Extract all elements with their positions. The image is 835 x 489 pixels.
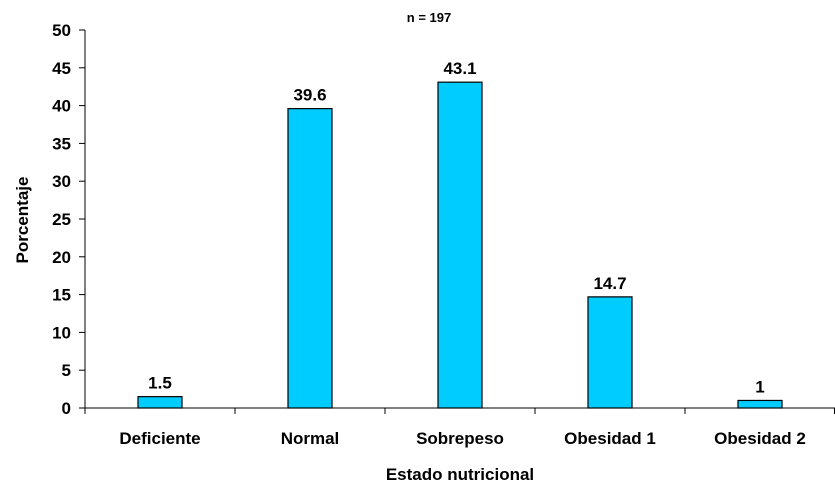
bar <box>137 396 183 409</box>
y-tick-label: 0 <box>62 399 71 418</box>
y-tick-label: 25 <box>52 210 71 229</box>
x-axis-title: Estado nutricional <box>386 465 534 484</box>
x-tick-label: Obesidad 1 <box>564 429 656 448</box>
y-axis-title: Porcentaje <box>13 177 32 264</box>
data-label: 1 <box>755 377 764 396</box>
data-label: 1.5 <box>148 374 172 393</box>
y-tick-label: 20 <box>52 248 71 267</box>
y-tick-label: 50 <box>52 21 71 40</box>
y-tick-label: 5 <box>62 361 71 380</box>
data-label: 39.6 <box>293 86 326 105</box>
x-tick-label: Deficiente <box>119 429 200 448</box>
bar <box>737 399 783 409</box>
x-tick-label: Sobrepeso <box>416 429 504 448</box>
x-tick-label: Normal <box>281 429 340 448</box>
bars <box>137 81 783 409</box>
y-axis: 0 5 10 15 20 25 30 35 40 45 50 <box>52 21 86 418</box>
data-label: 14.7 <box>593 274 626 293</box>
y-tick-label: 15 <box>52 286 71 305</box>
y-tick-label: 45 <box>52 59 71 78</box>
bar <box>587 296 633 409</box>
y-tick-label: 40 <box>52 97 71 116</box>
bar <box>287 108 333 409</box>
y-tick-label: 10 <box>52 323 71 342</box>
y-tick-label: 30 <box>52 172 71 191</box>
bar <box>437 81 483 409</box>
x-axis: Deficiente Normal Sobrepeso Obesidad 1 Obesi… <box>84 407 835 448</box>
x-tick-label: Obesidad 2 <box>714 429 806 448</box>
data-label: 43.1 <box>443 59 476 78</box>
chart-title: n = 197 <box>407 10 451 25</box>
y-tick-label: 35 <box>52 134 71 153</box>
data-labels: 1.5 39.6 43.1 14.7 1 <box>148 59 765 396</box>
